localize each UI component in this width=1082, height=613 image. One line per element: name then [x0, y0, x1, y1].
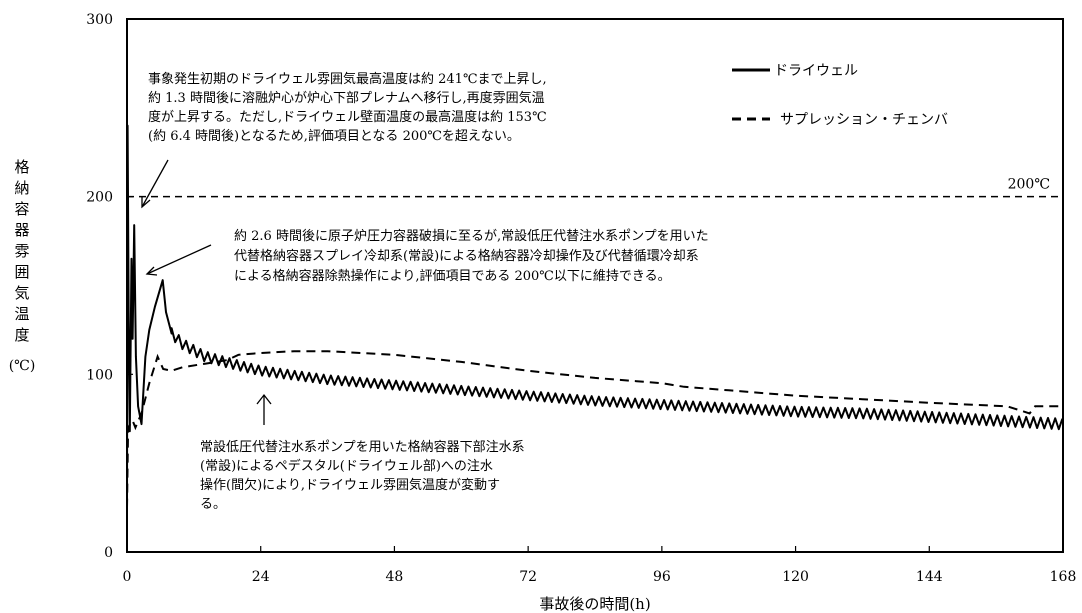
y-axis-label-char: 雰: [14, 242, 29, 260]
legend-label-drywell: ドライウェル: [774, 63, 858, 79]
y-axis-ticks: 0 100 200 300: [86, 12, 133, 561]
annotation-2-arrow: [146, 244, 212, 275]
annotation-2-line: による格納容器除熱操作により,評価項目である 200℃以下に維持できる。: [234, 268, 671, 284]
x-tick-label: 24: [252, 569, 270, 585]
y-axis-unit: (℃): [9, 358, 36, 374]
annotation-2-arrowhead: [145, 266, 158, 276]
y-tick-label: 0: [104, 545, 113, 561]
series-group: [126, 124, 1064, 508]
annotation-1: 事象発生初期のドライウェル雰囲気最高温度は約 241℃まで上昇し, 約 1.3 …: [148, 71, 551, 144]
x-tick-label: 168: [1050, 569, 1077, 585]
annotation-1-line: 事象発生初期のドライウェル雰囲気最高温度は約 241℃まで上昇し,: [148, 71, 547, 87]
x-axis-label: 事故後の時間(h): [539, 595, 650, 613]
legend-label-suppression: サプレッション・チェンバ: [780, 112, 948, 128]
annotation-1-arrowhead: [141, 196, 151, 209]
x-tick-label: 48: [386, 569, 404, 585]
annotation-3-line: 常設低圧代替注水系ポンプを用いた格納容器下部注水系: [200, 439, 525, 455]
y-axis-label-char: 温: [14, 305, 29, 323]
annotation-2-line: 代替格納容器スプレイ冷却系(常設)による格納容器冷却操作及び代替循環冷却系: [234, 248, 699, 264]
y-axis-label-char: 度: [14, 326, 29, 344]
annotation-3-line: 操作(間欠)により,ドライウェル雰囲気温度が変動す: [200, 477, 500, 493]
y-axis-label-char: 気: [14, 284, 29, 302]
annotation-1-line: 度が上昇する。ただし,ドライウェル壁面温度の最高温度は約 153℃: [148, 109, 547, 125]
y-tick-label: 100: [86, 367, 113, 383]
annotation-3: 常設低圧代替注水系ポンプを用いた格納容器下部注水系 (常設)によるペデスタル(ド…: [200, 439, 529, 512]
annotation-3-line: (常設)によるペデスタル(ドライウェル部)への注水: [200, 458, 493, 474]
reference-line-label: 200℃: [1008, 177, 1050, 193]
y-tick-label: 300: [86, 12, 113, 28]
series-drywell-line: [126, 124, 1064, 508]
annotation-3-line: る。: [200, 497, 226, 512]
annotation-1-line: (約 6.4 時間後)となるため,評価項目となる 200℃を超えない。: [148, 129, 520, 144]
y-tick-label: 200: [86, 190, 113, 206]
y-axis-label-char: 納: [14, 179, 29, 197]
annotation-2: 約 2.6 時間後に原子炉圧力容器破損に至るが,常設低圧代替注水系ポンプを用いた…: [234, 228, 713, 284]
x-tick-label: 0: [123, 569, 132, 585]
annotation-1-arrow: [141, 159, 169, 208]
plot-area: [126, 18, 1064, 553]
series-suppression-line: [126, 350, 1063, 508]
x-axis-ticks: 0 24 48 72 96 120 144 168: [123, 546, 1077, 585]
y-axis-label-char: 囲: [14, 263, 29, 281]
annotation-2-line: 約 2.6 時間後に原子炉圧力容器破損に至るが,常設低圧代替注水系ポンプを用いた: [234, 228, 709, 244]
x-tick-label: 72: [519, 569, 537, 585]
annotation-1-line: 約 1.3 時間後に溶融炉心が炉心下部プレナムへ移行し,再度雰囲気温: [148, 90, 545, 106]
x-tick-label: 96: [653, 569, 671, 585]
y-axis-label: 格納容器雰囲気温度: [14, 158, 29, 344]
annotation-arrows: [141, 159, 272, 425]
x-tick-label: 120: [782, 569, 809, 585]
y-axis-label-char: 器: [14, 221, 29, 239]
y-axis-label-char: 格: [14, 158, 29, 176]
y-axis-label-char: 容: [14, 200, 29, 218]
x-tick-label: 144: [916, 569, 943, 585]
annotation-3-arrowhead: [256, 393, 272, 405]
